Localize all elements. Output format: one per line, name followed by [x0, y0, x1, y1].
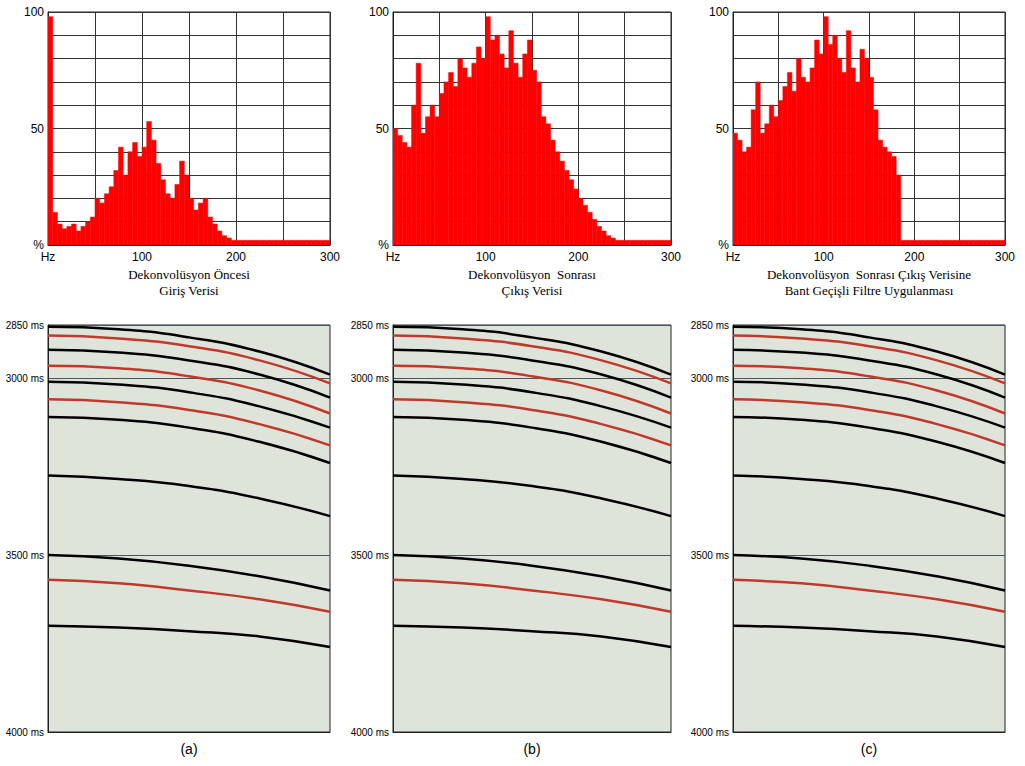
- svg-text:300: 300: [995, 250, 1015, 264]
- svg-text:4000 ms: 4000 ms: [6, 727, 44, 738]
- svg-text:200: 200: [904, 250, 924, 264]
- svg-text:3000 ms: 3000 ms: [691, 373, 729, 384]
- svg-text:2850 ms: 2850 ms: [691, 320, 729, 331]
- svg-text:Hz: Hz: [386, 250, 401, 264]
- svg-text:3500 ms: 3500 ms: [691, 550, 729, 561]
- svg-text:4000 ms: 4000 ms: [351, 727, 389, 738]
- svg-text:50: 50: [31, 122, 45, 136]
- svg-text:100: 100: [814, 250, 834, 264]
- svg-text:(a): (a): [180, 741, 197, 757]
- svg-text:100: 100: [24, 5, 44, 19]
- svg-text:3500 ms: 3500 ms: [6, 550, 44, 561]
- svg-text:Hz: Hz: [41, 250, 56, 264]
- svg-text:(b): (b): [523, 741, 540, 757]
- svg-text:200: 200: [568, 250, 588, 264]
- svg-text:2850 ms: 2850 ms: [6, 320, 44, 331]
- svg-text:Dekonvolüsyon Sonrası: Dekonvolüsyon Sonrası: [468, 267, 596, 282]
- svg-text:(c): (c): [861, 741, 877, 757]
- svg-text:100: 100: [132, 250, 152, 264]
- svg-text:Giriş Verisi: Giriş Verisi: [159, 283, 219, 298]
- svg-text:100: 100: [369, 5, 389, 19]
- svg-text:100: 100: [709, 5, 729, 19]
- svg-text:4000 ms: 4000 ms: [691, 727, 729, 738]
- svg-text:Dekonvolüsyon Öncesi: Dekonvolüsyon Öncesi: [128, 267, 250, 282]
- svg-text:100: 100: [476, 250, 496, 264]
- svg-text:3000 ms: 3000 ms: [351, 373, 389, 384]
- svg-text:3500 ms: 3500 ms: [351, 550, 389, 561]
- svg-text:Bant Geçişli Filtre Uygulanmas: Bant Geçişli Filtre Uygulanması: [785, 283, 954, 298]
- svg-text:Hz: Hz: [726, 250, 741, 264]
- svg-text:300: 300: [661, 250, 681, 264]
- svg-text:50: 50: [716, 122, 730, 136]
- svg-text:2850 ms: 2850 ms: [351, 320, 389, 331]
- svg-text:3000 ms: 3000 ms: [6, 373, 44, 384]
- svg-text:200: 200: [226, 250, 246, 264]
- svg-text:Dekonvolüsyon Sonrası Çıkış V: Dekonvolüsyon Sonrası Çıkış Verisine: [767, 267, 971, 282]
- svg-text:50: 50: [376, 122, 390, 136]
- svg-text:300: 300: [320, 250, 340, 264]
- svg-text:Çıkış Verisi: Çıkış Verisi: [502, 283, 563, 298]
